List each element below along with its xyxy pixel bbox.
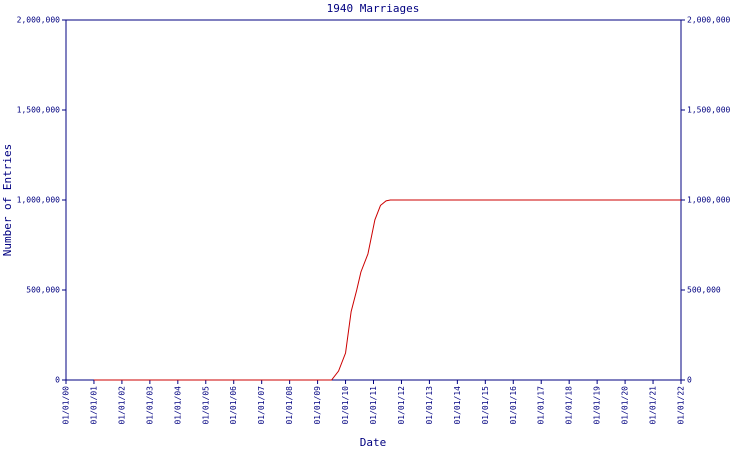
x-tick-label: 01/01/02 bbox=[117, 386, 126, 425]
x-tick-label: 01/01/17 bbox=[537, 386, 546, 425]
x-tick-label: 01/01/16 bbox=[509, 386, 518, 425]
y2-tick-label: 0 bbox=[687, 376, 692, 385]
y-axis-label: Number of Entries bbox=[1, 144, 14, 257]
y-tick-label: 1,500,000 bbox=[17, 106, 61, 115]
x-tick-label: 01/01/11 bbox=[369, 386, 378, 425]
x-axis-label: Date bbox=[360, 436, 387, 449]
x-tick-label: 01/01/00 bbox=[62, 386, 71, 425]
x-tick-label: 01/01/06 bbox=[229, 386, 238, 425]
x-tick-label: 01/01/04 bbox=[173, 386, 182, 425]
x-tick-label: 01/01/03 bbox=[145, 386, 154, 425]
data-line bbox=[93, 199, 681, 381]
x-tick-label: 01/01/08 bbox=[285, 386, 294, 425]
x-tick-label: 01/01/13 bbox=[425, 386, 434, 425]
x-tick-label: 01/01/21 bbox=[649, 386, 658, 425]
y-tick-label: 2,000,000 bbox=[17, 16, 61, 25]
x-tick-label: 01/01/10 bbox=[341, 386, 350, 425]
chart-title: 1940 Marriages bbox=[327, 2, 420, 15]
x-tick-label: 01/01/22 bbox=[677, 386, 686, 425]
y2-tick-label: 1,000,000 bbox=[687, 196, 731, 205]
y-tick-label: 0 bbox=[55, 376, 60, 385]
x-tick-label: 01/01/18 bbox=[565, 386, 574, 425]
x-tick-label: 01/01/09 bbox=[313, 386, 322, 425]
y2-tick-label: 2,000,000 bbox=[687, 16, 731, 25]
x-tick-label: 01/01/14 bbox=[453, 386, 462, 425]
x-tick-label: 01/01/05 bbox=[201, 386, 210, 425]
x-tick-label: 01/01/20 bbox=[621, 386, 630, 425]
x-tick-label: 01/01/15 bbox=[481, 386, 490, 425]
y2-tick-label: 500,000 bbox=[687, 286, 721, 295]
x-tick-label: 01/01/07 bbox=[257, 386, 266, 425]
x-tick-label: 01/01/19 bbox=[593, 386, 602, 425]
y2-tick-label: 1,500,000 bbox=[687, 106, 731, 115]
x-tick-label: 01/01/12 bbox=[397, 386, 406, 425]
x-tick-label: 01/01/01 bbox=[89, 386, 98, 425]
y-tick-label: 1,000,000 bbox=[17, 196, 61, 205]
y-tick-label: 500,000 bbox=[26, 286, 60, 295]
